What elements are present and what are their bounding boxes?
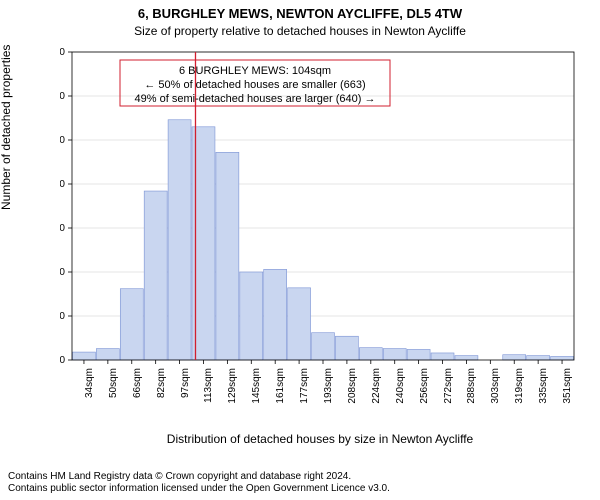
x-tick-label: 208sqm <box>347 368 358 404</box>
x-tick-label: 82sqm <box>156 368 167 398</box>
chart-svg: 0 50 100 150 200 250 300 350 6 BURGHLEY MEWS: 10… <box>60 46 580 366</box>
x-axis-label: Distribution of detached houses by size … <box>60 432 580 446</box>
svg-text:350: 350 <box>60 47 65 58</box>
svg-text:150: 150 <box>60 223 65 234</box>
x-tick-label: 177sqm <box>299 368 310 404</box>
footer-line-1: Contains HM Land Registry data © Crown c… <box>8 471 592 483</box>
svg-text:100: 100 <box>60 267 65 278</box>
svg-text:200: 200 <box>60 179 65 190</box>
x-tick-label: 256sqm <box>419 368 430 404</box>
x-tick-label: 288sqm <box>466 368 477 404</box>
svg-text:49% of semi-detached houses ar: 49% of semi-detached houses are larger (… <box>135 93 376 105</box>
x-tick-label: 335sqm <box>538 368 549 404</box>
svg-text:← 50% of detached houses are s: ← 50% of detached houses are smaller (66… <box>144 79 365 91</box>
page-subtitle: Size of property relative to detached ho… <box>0 24 600 38</box>
x-tick-label: 145sqm <box>251 368 262 404</box>
x-tick-label: 240sqm <box>395 368 406 404</box>
x-tick-label: 161sqm <box>275 368 286 404</box>
x-tick-label: 66sqm <box>132 368 143 398</box>
histogram-chart: 0 50 100 150 200 250 300 350 6 BURGHLEY MEWS: 10… <box>60 46 580 366</box>
footer-attribution: Contains HM Land Registry data © Crown c… <box>8 471 592 494</box>
y-axis-label: Number of detached properties <box>0 45 13 210</box>
page-title: 6, BURGHLEY MEWS, NEWTON AYCLIFFE, DL5 4… <box>0 6 600 21</box>
svg-text:50: 50 <box>60 311 65 322</box>
svg-text:6 BURGHLEY MEWS: 104sqm: 6 BURGHLEY MEWS: 104sqm <box>179 65 331 77</box>
svg-text:250: 250 <box>60 135 65 146</box>
x-tick-label: 97sqm <box>180 368 191 398</box>
x-tick-label: 50sqm <box>108 368 119 398</box>
footer-line-2: Contains public sector information licen… <box>8 483 592 495</box>
x-tick-label: 224sqm <box>371 368 382 404</box>
x-tick-label: 303sqm <box>490 368 501 404</box>
x-tick-label: 193sqm <box>323 368 334 404</box>
x-tick-label: 351sqm <box>562 368 573 404</box>
x-tick-label: 319sqm <box>514 368 525 404</box>
x-tick-label: 113sqm <box>203 368 214 403</box>
x-tick-label: 272sqm <box>443 368 454 404</box>
svg-text:0: 0 <box>60 355 65 366</box>
x-tick-label: 34sqm <box>84 368 95 398</box>
x-tick-label: 129sqm <box>227 368 238 404</box>
svg-text:300: 300 <box>60 91 65 102</box>
